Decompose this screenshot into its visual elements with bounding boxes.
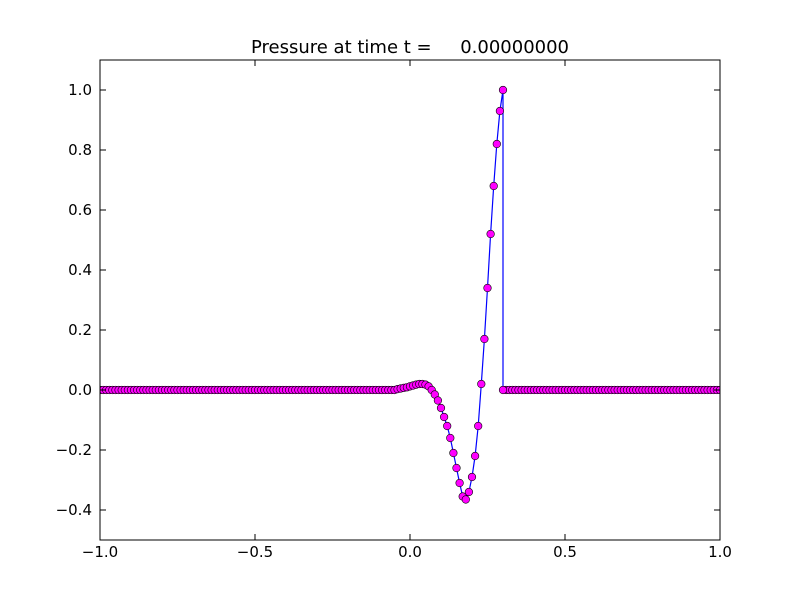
data-point: [480, 334, 489, 344]
data-point: [455, 478, 464, 488]
x-tick-label: −1.0: [82, 543, 118, 561]
data-point: [489, 181, 498, 191]
data-point: [486, 229, 495, 239]
data-point: [483, 283, 492, 293]
data-point: [461, 495, 470, 504]
x-tick-label: 0.5: [553, 543, 577, 561]
data-point: [498, 85, 508, 95]
data-point: [433, 396, 443, 405]
plot-content: [100, 85, 720, 504]
data-point: [495, 106, 505, 116]
y-tick-label: 0.0: [68, 381, 92, 399]
data-point: [452, 463, 461, 473]
data-point: [467, 472, 477, 482]
x-tick-label: 0.0: [398, 543, 422, 561]
data-point: [436, 403, 446, 413]
y-tick-label: 0.6: [68, 201, 92, 219]
y-tick-label: 0.2: [68, 321, 92, 339]
x-tick-label: −0.5: [237, 543, 273, 561]
data-point: [446, 433, 455, 443]
data-point: [492, 139, 501, 149]
data-point: [443, 421, 452, 431]
y-tick-label: 0.8: [68, 141, 92, 159]
data-point: [498, 385, 508, 395]
y-tick-label: −0.2: [56, 441, 92, 459]
data-point: [471, 451, 480, 461]
data-point: [440, 412, 449, 422]
axis-ticks: −1.0 −0.5 0.0 0.5 1.0 −0.4 −0.2 0.0 0.2 0.4 0.6 0.8…: [56, 60, 732, 561]
y-tick-label: 0.4: [68, 261, 92, 279]
chart-title: Pressure at time t = 0.00000000: [251, 37, 569, 58]
x-tick-label: 1.0: [708, 543, 732, 561]
data-point: [464, 487, 474, 497]
y-tick-label: −0.4: [56, 501, 92, 519]
data-point: [449, 448, 458, 458]
data-point: [477, 379, 486, 389]
y-tick-label: 1.0: [68, 81, 92, 99]
data-point: [474, 421, 483, 431]
